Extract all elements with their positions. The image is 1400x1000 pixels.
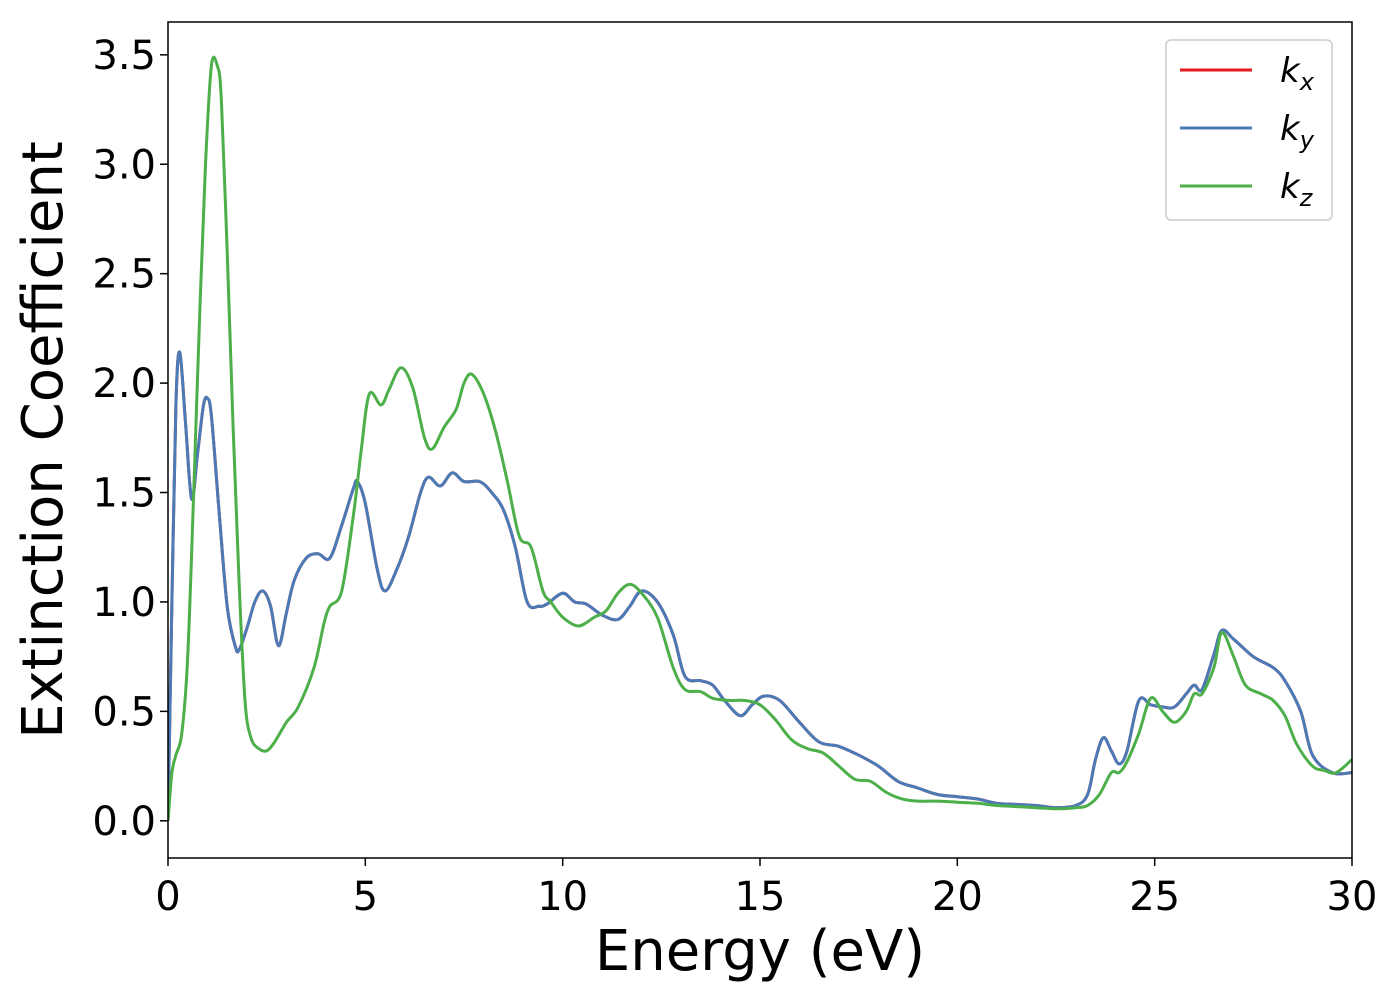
x-tick-label: 20 <box>932 874 983 920</box>
legend-box <box>1165 39 1333 221</box>
y-tick-label: 1.0 <box>92 580 156 626</box>
x-tick-label: 15 <box>735 874 786 920</box>
y-axis-title: Extinction Coefficient <box>11 141 76 739</box>
x-tick-label: 0 <box>155 874 180 920</box>
x-tick-label: 25 <box>1129 874 1180 920</box>
y-tick-label: 2.0 <box>92 361 156 407</box>
axes-layer: 0 5 10 15 20 25 30 0.0 0.5 1.0 1.5 2.0 2.5 3.0 3.5 <box>92 21 1378 920</box>
y-tick-label: 3.5 <box>92 33 156 79</box>
x-tick-label: 10 <box>537 874 588 920</box>
y-tick-label: 1.5 <box>92 471 156 517</box>
series-line-kx <box>168 350 1352 821</box>
legend-label-kz: kz <box>1280 167 1314 212</box>
y-tick-label: 0.0 <box>92 799 156 845</box>
y-tick-label: 0.5 <box>92 689 156 735</box>
legend-label-ky: ky <box>1280 109 1315 154</box>
x-axis-title: Energy (eV) <box>595 919 925 984</box>
series-line-ky <box>168 350 1352 821</box>
series-layer <box>168 55 1352 821</box>
x-tick-label: 5 <box>353 874 378 920</box>
legend-label-kx: kx <box>1280 51 1315 96</box>
legend: kx ky kz <box>1165 39 1333 221</box>
y-tick-label: 2.5 <box>92 252 156 298</box>
x-tick-label: 30 <box>1327 874 1378 920</box>
y-tick-label: 3.0 <box>92 142 156 188</box>
series-line-kz <box>168 55 1352 821</box>
